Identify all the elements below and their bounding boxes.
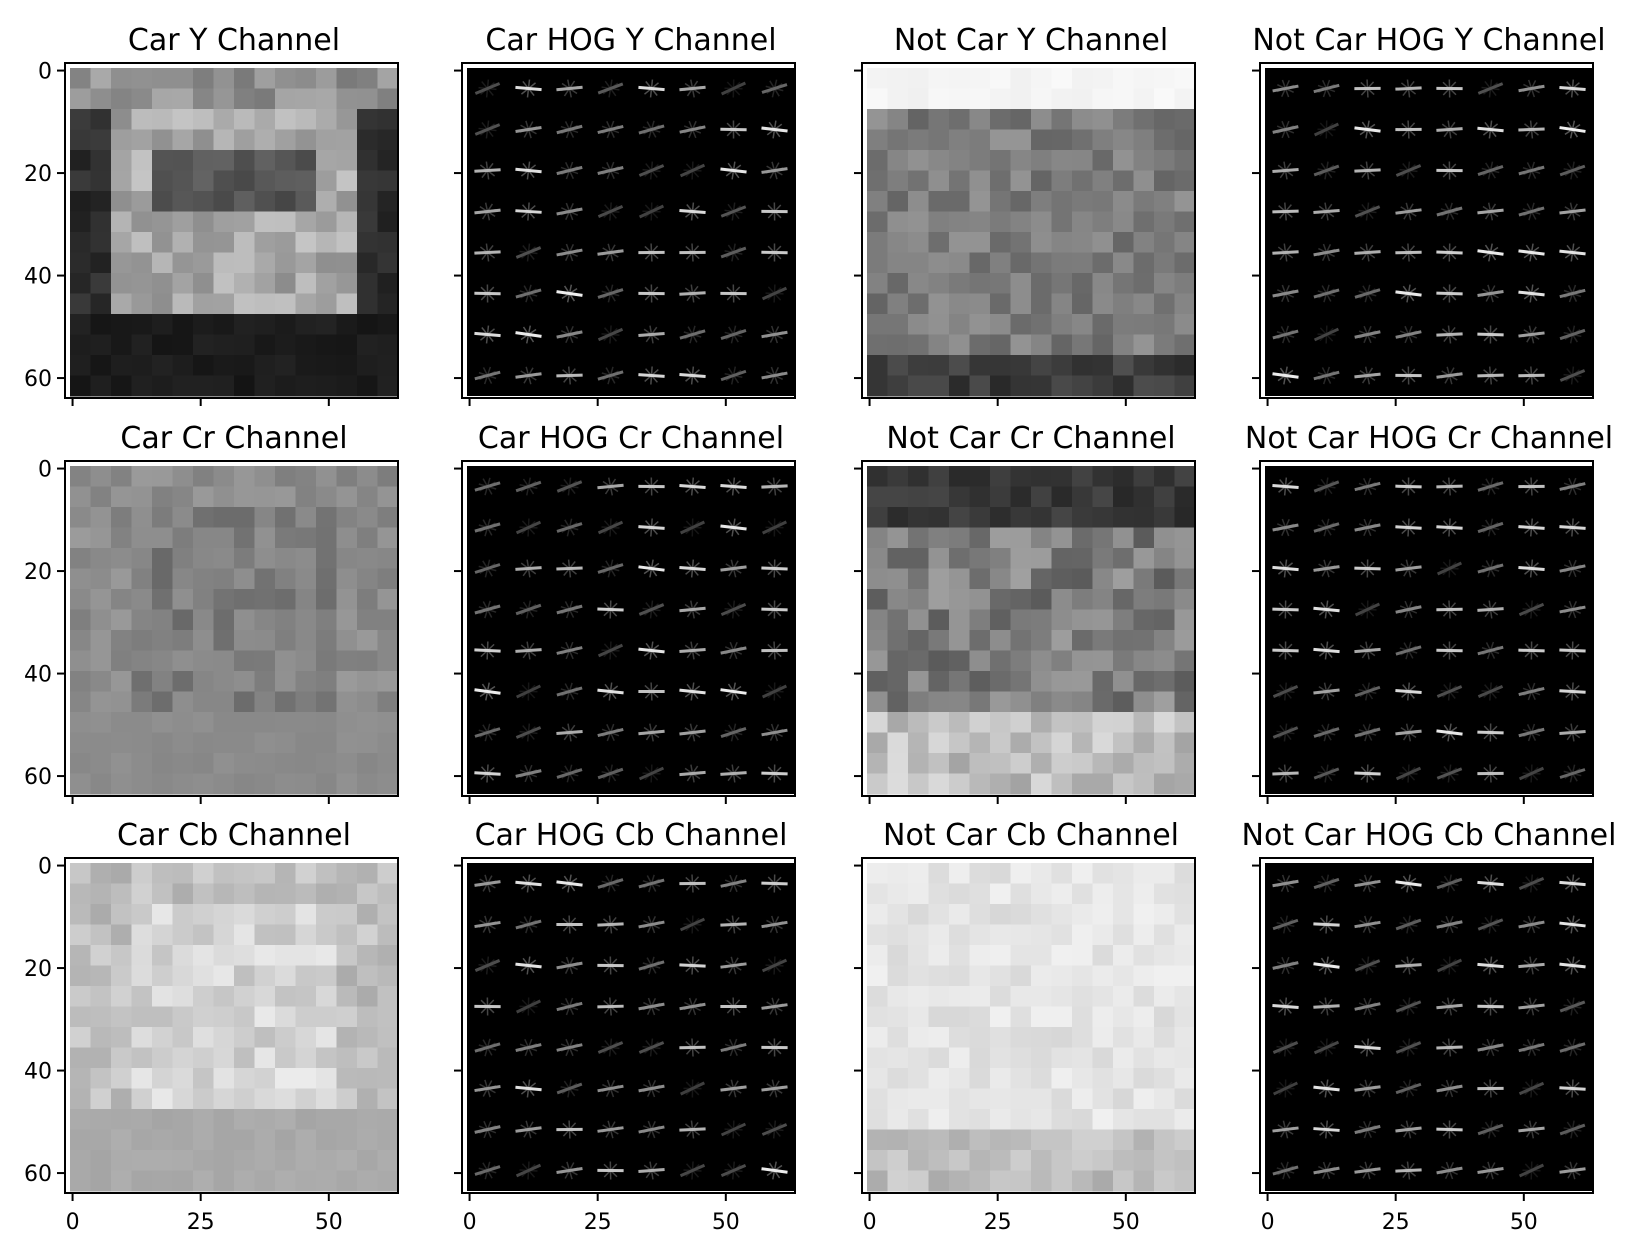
y-tick-label: 60 — [24, 367, 52, 392]
y-tick-label: 60 — [24, 765, 52, 790]
x-tick-label: 25 — [187, 1210, 215, 1235]
subplot-title: Not Car HOG Cr Channel — [1245, 421, 1613, 456]
subplot-panel: Car Cr Channel 0 20 40 60 — [24, 421, 399, 804]
subplot-title: Car Cb Channel — [117, 818, 351, 853]
y-tick-label: 20 — [24, 957, 52, 982]
channel-image — [867, 863, 1196, 1192]
subplot-panel: Car Cb Channel 0 20 40 60 0 25 50 — [24, 818, 399, 1235]
subplot-panel: Not Car HOG Cb Channel 0 25 50 — [1242, 818, 1617, 1235]
channel-image — [1265, 466, 1593, 794]
y-tick-label: 20 — [24, 560, 52, 585]
subplot-title: Not Car HOG Y Channel — [1252, 23, 1605, 58]
subplot-panel: Car Y Channel 0 20 40 60 — [24, 23, 399, 406]
channel-image — [467, 68, 795, 396]
x-tick-label: 50 — [315, 1210, 343, 1235]
x-tick-label: 50 — [1510, 1210, 1538, 1235]
x-tick-label: 0 — [66, 1210, 80, 1235]
channel-image — [70, 466, 399, 795]
subplot-panel: Car HOG Cb Channel 0 25 50 — [454, 818, 795, 1235]
subplot-panel: Not Car Cr Channel — [854, 421, 1196, 804]
subplot-panel: Not Car Y Channel — [854, 23, 1196, 406]
y-tick-label: 0 — [38, 458, 52, 483]
x-tick-label: 25 — [1382, 1210, 1410, 1235]
subplot-title: Car HOG Cb Channel — [475, 818, 788, 853]
x-tick-label: 0 — [1261, 1210, 1275, 1235]
channel-image — [867, 68, 1196, 397]
subplot-panel: Not Car HOG Cr Channel — [1245, 421, 1613, 804]
channel-image — [70, 863, 399, 1192]
y-tick-label: 40 — [24, 663, 52, 688]
y-tick-label: 60 — [24, 1162, 52, 1187]
y-tick-label: 0 — [38, 60, 52, 85]
y-tick-label: 20 — [24, 162, 52, 187]
subplot-title: Not Car HOG Cb Channel — [1242, 818, 1617, 853]
channel-image — [1265, 863, 1593, 1191]
channel-image — [467, 466, 795, 794]
subplot-title: Not Car Cr Channel — [886, 421, 1175, 456]
subplot-panel: Car HOG Cr Channel — [454, 421, 795, 804]
subplot-panel: Not Car Cb Channel 0 25 50 — [854, 818, 1196, 1235]
subplot-panel: Car HOG Y Channel — [454, 23, 795, 406]
subplot-title: Car HOG Y Channel — [485, 23, 776, 58]
channel-image — [1265, 68, 1593, 396]
channel-image — [867, 466, 1196, 795]
y-tick-label: 40 — [24, 1060, 52, 1085]
y-tick-label: 0 — [38, 855, 52, 880]
x-tick-label: 0 — [863, 1210, 877, 1235]
x-tick-label: 25 — [984, 1210, 1012, 1235]
subplot-title: Car HOG Cr Channel — [478, 421, 784, 456]
x-tick-label: 50 — [1112, 1210, 1140, 1235]
x-tick-label: 0 — [463, 1210, 477, 1235]
channel-image — [70, 68, 399, 397]
channel-image — [467, 863, 795, 1191]
x-tick-label: 50 — [712, 1210, 740, 1235]
subplot-title: Car Cr Channel — [120, 421, 347, 456]
subplot-title: Not Car Y Channel — [894, 23, 1168, 58]
x-tick-label: 25 — [584, 1210, 612, 1235]
subplot-title: Not Car Cb Channel — [883, 818, 1179, 853]
y-tick-label: 40 — [24, 265, 52, 290]
subplot-title: Car Y Channel — [128, 23, 340, 58]
subplot-panel: Not Car HOG Y Channel — [1252, 23, 1606, 406]
